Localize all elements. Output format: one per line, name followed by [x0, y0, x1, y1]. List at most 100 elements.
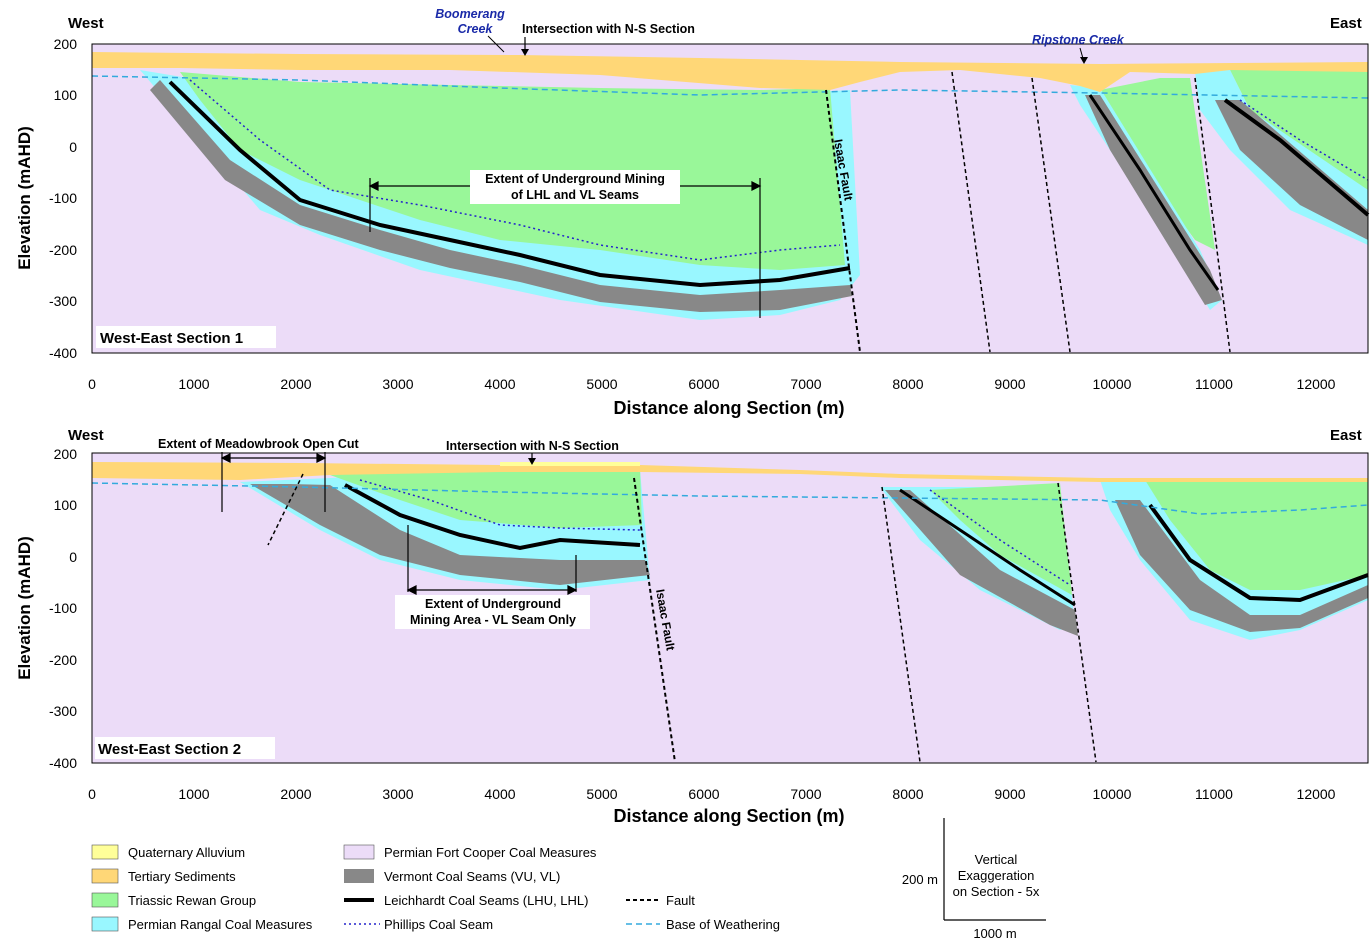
- x-tick-label: 1000: [178, 376, 209, 392]
- mining-label-line-1: Extent of Underground: [425, 597, 561, 611]
- legend-label: Quaternary Alluvium: [128, 845, 245, 860]
- y-tick-label: 200: [54, 36, 78, 52]
- x-tick-label: 9000: [994, 786, 1025, 802]
- mining-label-box: [395, 595, 590, 629]
- leichhardt-seam-west: [168, 80, 851, 288]
- exaggeration-line-1: Vertical: [975, 852, 1018, 867]
- rewan-east-1: [930, 483, 1072, 595]
- y-tick-label: 200: [54, 446, 78, 462]
- x-tick-label: 3000: [382, 376, 413, 392]
- vermont-east-2: [1215, 100, 1368, 240]
- tertiary-cover: [92, 462, 1368, 482]
- y-tick-label: 0: [69, 549, 77, 565]
- fault-line-2: [951, 71, 991, 353]
- horizontal-scale-label: 1000 m: [973, 926, 1016, 941]
- section-title: West-East Section 2: [98, 741, 241, 758]
- section-1: Extent of Underground Mining of LHL and …: [15, 7, 1370, 418]
- base-of-weathering-2: [91, 482, 1369, 515]
- vermont-east-1: [885, 490, 1078, 636]
- legend-swatch-vermont: [344, 869, 374, 883]
- x-tick-label: 2000: [280, 376, 311, 392]
- x-tick-label: 2000: [280, 786, 311, 802]
- x-axis-title: Distance along Section (m): [613, 398, 844, 418]
- x-tick-label: 7000: [790, 786, 821, 802]
- y-axis-title: Elevation (mAHD): [15, 126, 34, 270]
- ripstone-creek-label: Ripstone Creek: [1032, 33, 1125, 47]
- y-tick-label: -100: [49, 190, 77, 206]
- x-tick-label: 10000: [1093, 376, 1132, 392]
- legend-label: Leichhardt Coal Seams (LHU, LHL): [384, 893, 588, 908]
- y-tick-label: -300: [49, 703, 77, 719]
- mining-label-line-2: of LHL and VL Seams: [511, 188, 639, 202]
- vermont-east-2: [1115, 500, 1368, 632]
- y-tick-label: -200: [49, 242, 77, 258]
- x-tick-label: 4000: [484, 376, 515, 392]
- legend-swatch-fort-cooper: [343, 844, 375, 860]
- tertiary-cover: [92, 52, 1368, 92]
- y-tick-label: -400: [49, 755, 77, 771]
- x-tick-label: 4000: [484, 786, 515, 802]
- fault-line-3: [1057, 482, 1097, 763]
- quaternary-alluvium: [500, 462, 640, 466]
- legend-label: Triassic Rewan Group: [128, 893, 256, 908]
- boomerang-creek-label-1: Boomerang: [435, 7, 505, 21]
- exaggeration-line-3: on Section - 5x: [953, 884, 1040, 899]
- plot-frame: [91, 452, 1369, 764]
- x-tick-label: 5000: [586, 376, 617, 392]
- x-tick-label: 1000: [178, 786, 209, 802]
- x-tick-label: 9000: [994, 376, 1025, 392]
- leichhardt-seam-west: [344, 483, 641, 551]
- leichhardt-seam-east-2: [1148, 503, 1369, 603]
- scale-bar: 200 m 1000 m Vertical Exaggeration on Se…: [902, 818, 1046, 941]
- legend-label: Permian Rangal Coal Measures: [128, 917, 313, 932]
- x-tick-label: 5000: [586, 786, 617, 802]
- mining-label-line-1: Extent of Underground Mining: [485, 172, 665, 186]
- section-1-plot-area: Extent of Underground Mining of LHL and …: [91, 43, 1370, 354]
- legend-swatch-tertiary: [91, 868, 119, 884]
- x-tick-label: 6000: [688, 786, 719, 802]
- section-2: Extent of Underground Mining Area - VL S…: [15, 427, 1369, 826]
- leichhardt-seam-east-2: [1223, 98, 1370, 217]
- rewan-east-2: [1145, 480, 1368, 590]
- east-label: East: [1330, 427, 1362, 444]
- y-tick-label: -100: [49, 600, 77, 616]
- exaggeration-line-2: Exaggeration: [958, 868, 1035, 883]
- ripstone-creek-arrow-head: [1080, 57, 1088, 64]
- fault-line-2: [881, 486, 921, 763]
- meadowbrook-bracket: [220, 452, 327, 512]
- legend-label: Phillips Coal Seam: [384, 917, 493, 932]
- legend-label: Tertiary Sediments: [128, 869, 236, 884]
- x-axis-ticks: 0 1000 2000 3000 4000 5000 6000 7000 800…: [88, 786, 1336, 802]
- x-tick-label: 8000: [892, 376, 923, 392]
- legend-label: Permian Fort Cooper Coal Measures: [384, 845, 597, 860]
- boomerang-creek-pointer: [487, 35, 505, 53]
- x-tick-label: 11000: [1195, 376, 1233, 392]
- vermont-west-basin: [250, 484, 650, 585]
- x-tick-label: 11000: [1195, 786, 1233, 802]
- x-tick-label: 6000: [688, 376, 719, 392]
- west-label: West: [68, 427, 104, 444]
- vermont-west-basin: [150, 80, 852, 312]
- meadowbrook-label: Extent of Meadowbrook Open Cut: [158, 437, 360, 451]
- x-tick-label: 10000: [1093, 786, 1132, 802]
- y-tick-label: -300: [49, 293, 77, 309]
- legend-swatch-quaternary: [91, 844, 119, 860]
- intersection-label: Intersection with N-S Section: [446, 439, 619, 453]
- mining-label-line-2: Mining Area - VL Seam Only: [410, 613, 576, 627]
- leichhardt-seam-east-1: [1088, 94, 1220, 291]
- vertical-scale-label: 200 m: [902, 872, 938, 887]
- section-title-box: [95, 737, 275, 759]
- x-tick-label: 12000: [1297, 786, 1336, 802]
- y-tick-label: -400: [49, 345, 77, 361]
- legend: Quaternary Alluvium Tertiary Sediments T…: [91, 844, 780, 932]
- legend-swatch-rewan: [91, 892, 119, 908]
- legend-label: Base of Weathering: [666, 917, 780, 932]
- intersection-arrow-head: [521, 49, 529, 56]
- y-tick-label: 100: [54, 497, 78, 513]
- east-label: East: [1330, 15, 1362, 32]
- mining-extent-bracket: [406, 525, 578, 595]
- legend-label: Vermont Coal Seams (VU, VL): [384, 869, 560, 884]
- y-tick-label: 0: [69, 139, 77, 155]
- leichhardt-seam-east-1: [899, 488, 1076, 607]
- x-tick-label: 0: [88, 376, 96, 392]
